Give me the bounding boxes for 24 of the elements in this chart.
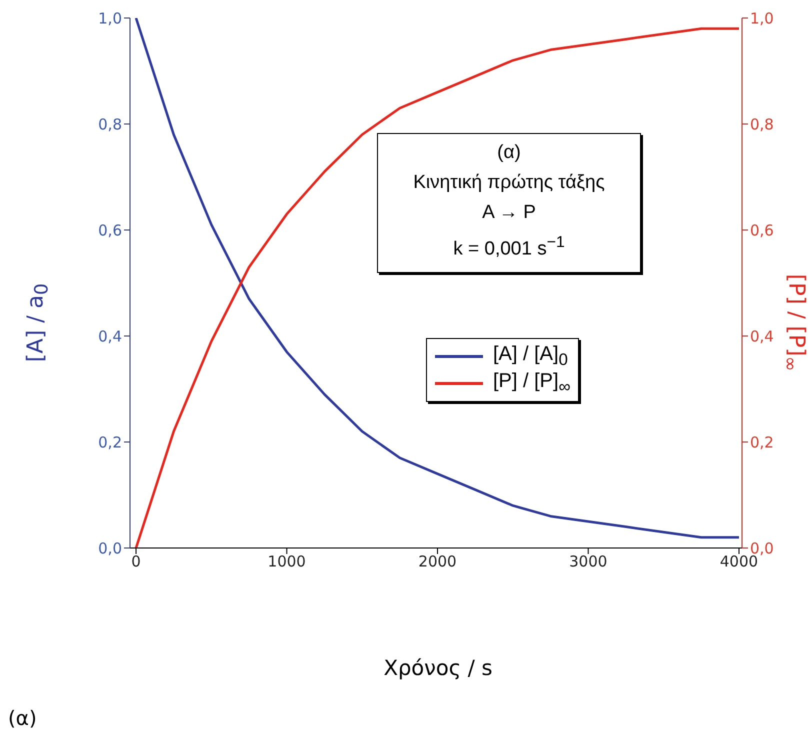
y-tick-label: 0,8 [98,115,122,134]
x-tick-label: 3000 [569,552,608,571]
annotation: k = 0,001 s$^{−1}$ [452,233,566,262]
text: (α) [8,706,37,730]
y-tick-label: 0,6 [98,221,122,240]
y-tick-label: 0,0 [98,539,122,558]
legend-label: [P] / [P]$_{∞}$ [493,370,570,397]
y2-tick-label: 1,0 [750,9,774,28]
x-axis-title: Χρόνος / s [382,656,494,680]
x-tick-label: 1000 [268,552,306,571]
y2-tick-label: 0,8 [750,115,774,134]
annotation: Κινητική πρώτης τάξης [412,171,606,195]
y-tick-label: 0,4 [98,327,122,346]
x-tick-label: 4000 [720,552,758,571]
y-tick-label: 1,0 [98,9,122,28]
y-tick-label: 0,2 [98,433,122,452]
legend-label: [A] / [A]$_{0}$ [493,343,568,370]
x-tick-label: 2000 [418,552,457,571]
y2-tick-label: 0,2 [750,433,774,452]
y2-tick-label: 0,6 [750,221,774,240]
annotation: A → P [481,201,537,225]
y2-tick-label: 0,4 [750,327,774,346]
annotation: (α) [496,141,522,165]
x-tick-label: 0 [131,552,141,571]
